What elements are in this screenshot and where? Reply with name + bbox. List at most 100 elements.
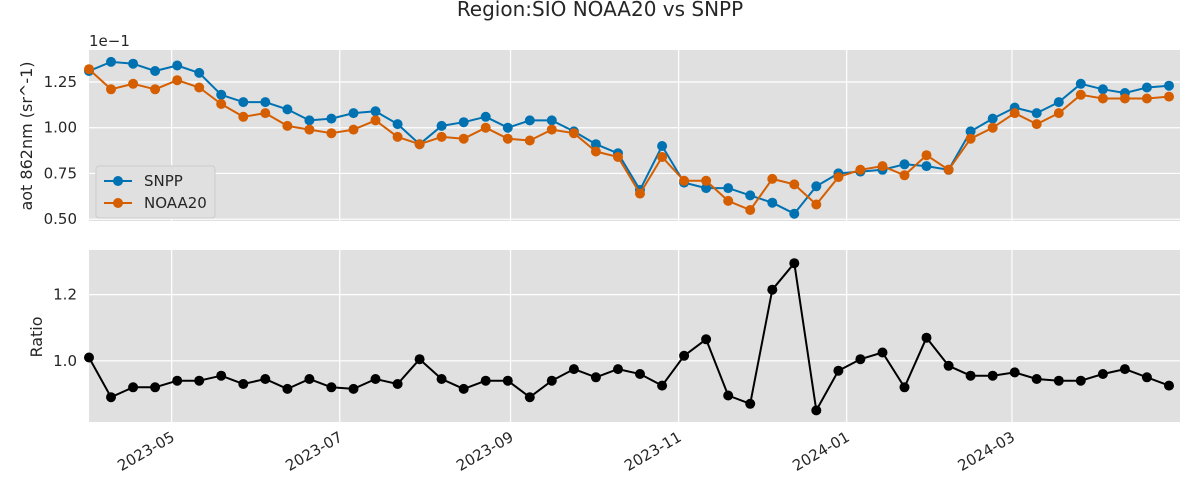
data-point — [546, 124, 557, 135]
x-tick-label: 2023-09 — [453, 428, 516, 475]
top-panel: 0.500.751.001.25 1e−1 aot 862nm (sr^-1) … — [17, 32, 1180, 228]
data-point — [106, 84, 116, 95]
data-point — [370, 374, 381, 384]
data-point — [1053, 97, 1064, 108]
top-panel-background — [89, 50, 1180, 221]
data-point — [348, 108, 359, 119]
data-point — [502, 133, 513, 144]
data-point — [701, 175, 712, 186]
data-point — [524, 135, 535, 146]
data-point — [613, 364, 623, 375]
data-point — [546, 115, 557, 126]
data-point — [965, 126, 976, 137]
data-point — [855, 354, 866, 365]
data-point — [436, 374, 447, 384]
data-point — [216, 370, 227, 381]
data-point — [1119, 364, 1130, 375]
data-point — [348, 383, 359, 394]
data-point — [150, 382, 161, 393]
data-point — [326, 113, 337, 124]
data-point — [458, 117, 469, 128]
data-point — [745, 205, 756, 215]
data-point — [701, 183, 712, 194]
data-point — [1141, 82, 1152, 93]
data-point — [613, 152, 623, 162]
data-point — [392, 379, 403, 389]
data-point — [701, 334, 712, 345]
data-point — [436, 131, 447, 142]
data-point — [877, 161, 888, 172]
x-tick-label: 2023-05 — [114, 428, 177, 475]
data-point — [84, 64, 94, 75]
data-point — [987, 370, 998, 381]
x-tick-label: 2024-03 — [955, 428, 1018, 475]
data-point — [392, 119, 403, 130]
data-point — [745, 398, 756, 409]
bottom-panel-yticks: 1.0 1.2 — [53, 286, 77, 370]
legend-box — [95, 165, 216, 219]
data-point — [1164, 80, 1174, 91]
data-point — [877, 347, 888, 358]
data-point — [1053, 108, 1064, 119]
legend-label-snpp: SNPP — [144, 172, 183, 190]
top-panel-series — [84, 56, 1174, 219]
x-tick-label: 2023-11 — [621, 428, 684, 475]
data-point — [745, 190, 756, 201]
data-point — [502, 375, 513, 386]
data-point — [304, 115, 315, 126]
data-point — [855, 164, 866, 175]
data-point — [172, 60, 183, 71]
data-point — [282, 120, 293, 131]
data-point — [789, 208, 800, 219]
data-point — [304, 374, 315, 384]
x-tick-label: 2023-07 — [282, 428, 345, 475]
data-point — [194, 67, 205, 78]
data-point — [1075, 375, 1086, 386]
data-point — [260, 374, 271, 384]
data-point — [987, 122, 998, 133]
data-point — [216, 99, 227, 109]
data-point — [172, 75, 183, 86]
data-point — [1097, 93, 1108, 104]
data-point — [1164, 91, 1174, 102]
data-point — [811, 199, 822, 210]
data-point — [657, 141, 668, 151]
data-point — [1141, 93, 1152, 104]
data-point — [1009, 367, 1020, 378]
data-point — [128, 382, 139, 393]
data-point — [370, 115, 381, 126]
data-point — [1097, 84, 1108, 95]
data-point — [767, 284, 778, 295]
data-point — [238, 379, 249, 389]
data-point — [238, 97, 249, 108]
data-point — [789, 258, 800, 269]
chart-title: Region:SIO NOAA20 vs SNPP — [457, 0, 743, 21]
data-point — [679, 350, 690, 361]
data-point — [1119, 93, 1130, 104]
data-point — [546, 375, 557, 386]
y-tick-label: 1.2 — [53, 286, 77, 304]
data-point — [326, 128, 337, 139]
data-point — [568, 128, 579, 139]
data-point — [723, 195, 734, 206]
top-panel-ylabel: aot 862nm (sr^-1) — [17, 61, 36, 210]
data-point — [943, 164, 954, 175]
top-panel-yticks: 0.50 0.75 1.00 1.25 — [44, 73, 77, 228]
legend-label-noaa20: NOAA20 — [144, 194, 207, 212]
data-point — [128, 58, 139, 69]
data-point — [392, 131, 403, 142]
data-point — [833, 172, 844, 183]
data-point — [635, 369, 645, 379]
data-point — [480, 111, 491, 122]
data-point — [458, 383, 469, 394]
data-point — [458, 133, 469, 144]
bottom-panel-grid — [89, 250, 1180, 422]
bottom-panel-series — [84, 258, 1174, 416]
y-tick-label: 1.25 — [44, 73, 77, 91]
top-panel-grid — [89, 50, 1180, 221]
data-point — [568, 364, 579, 375]
data-point — [106, 392, 116, 403]
data-point — [723, 390, 734, 401]
y-tick-label: 1.0 — [53, 352, 77, 370]
data-point — [150, 66, 161, 76]
